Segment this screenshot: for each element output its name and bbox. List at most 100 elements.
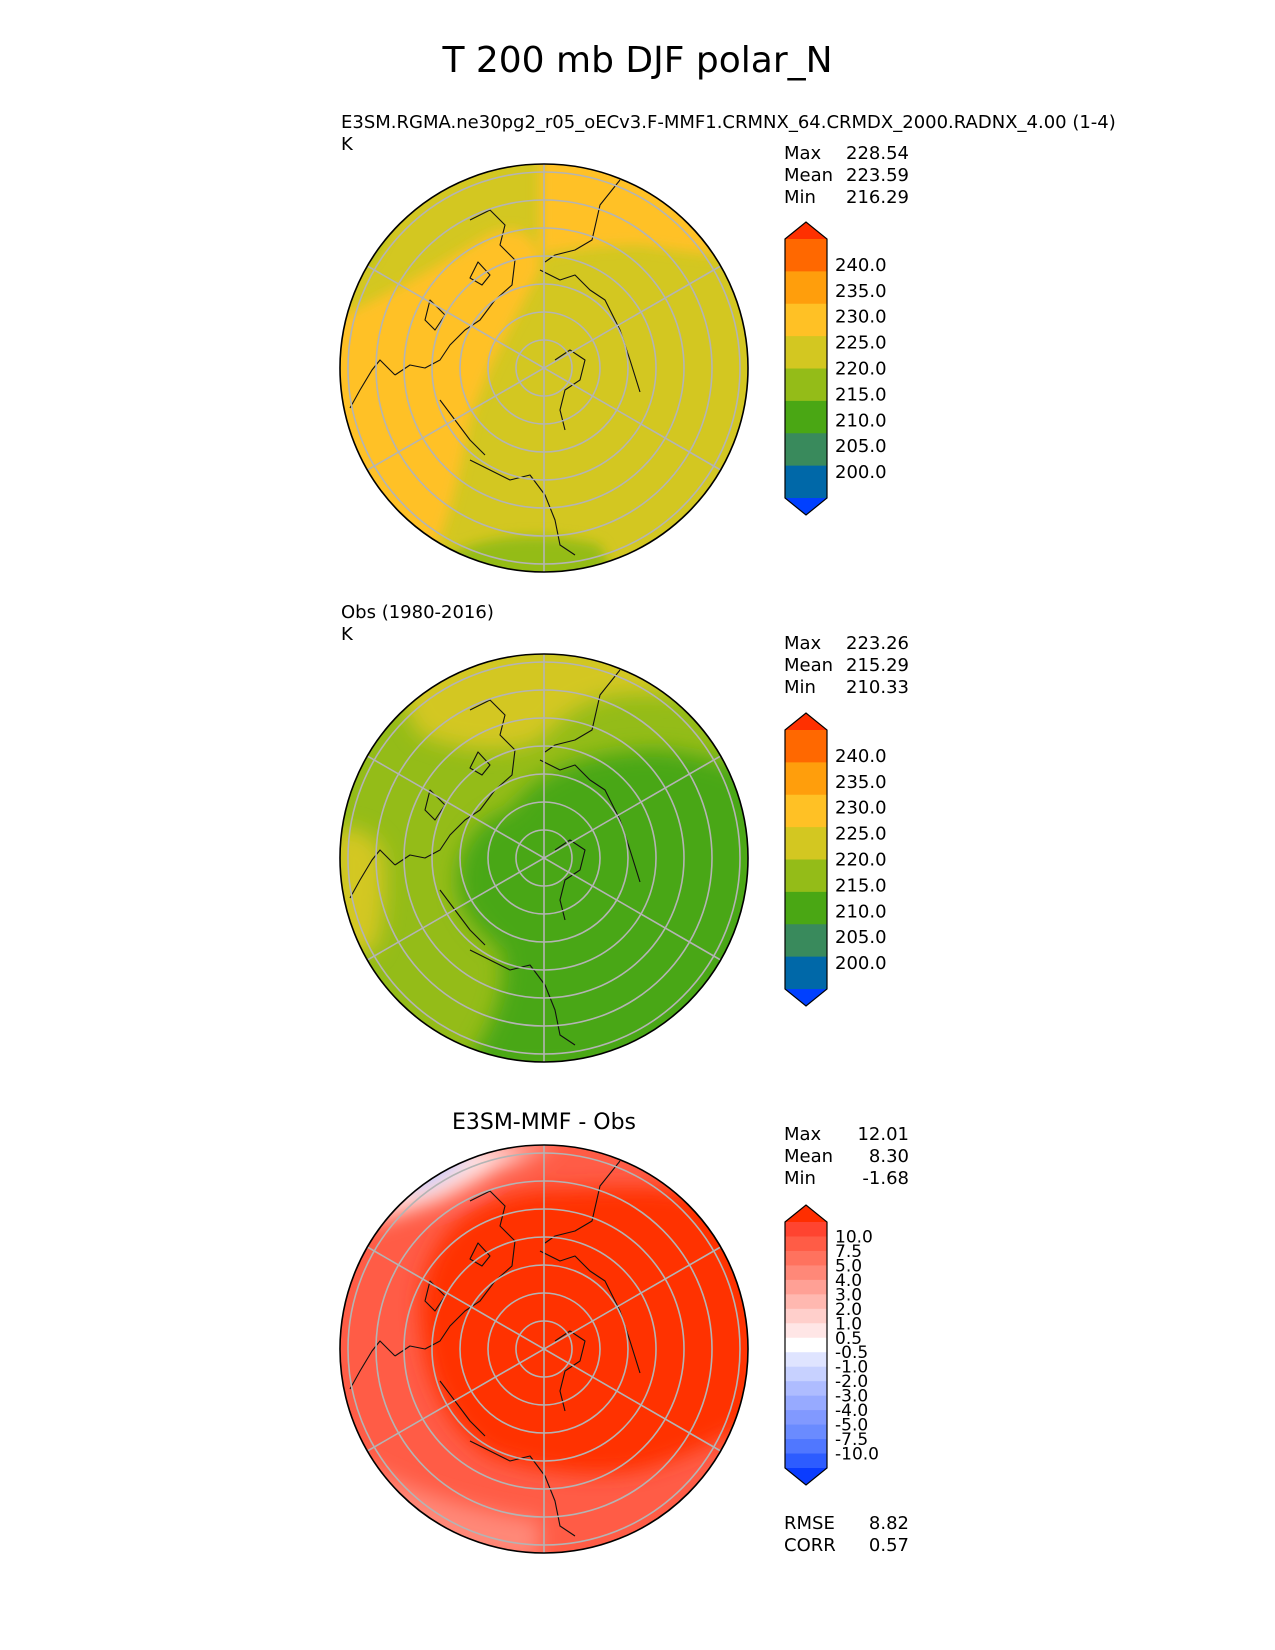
colorbar-segment xyxy=(785,400,827,434)
panel3-stat-mean: Mean 8.30 xyxy=(784,1146,909,1167)
colorbar-segment xyxy=(785,1279,827,1295)
colorbar-tick-label: -0.5 xyxy=(835,1343,868,1363)
map2-gridlines xyxy=(347,654,741,1062)
colorbar-segment xyxy=(785,1265,827,1281)
colorbar-tick-label: 235.0 xyxy=(835,772,887,793)
map3-gridlines xyxy=(347,1145,741,1553)
colorbar-tick-label: 210.0 xyxy=(835,410,887,431)
colorbar-segment xyxy=(785,1222,827,1237)
colorbar-tick-label: 2.0 xyxy=(835,1300,862,1320)
colorbar-segment xyxy=(785,433,827,467)
map1-field-europe-band xyxy=(340,230,540,560)
colorbar-segment xyxy=(785,1366,827,1382)
colorbar-segment xyxy=(785,730,827,763)
colorbar-tick-label: -10.0 xyxy=(835,1445,879,1465)
colorbar-3: 10.07.55.04.03.02.01.00.5-0.5-1.0-2.0-3.… xyxy=(784,1204,879,1486)
map1-field-pacific xyxy=(540,164,748,255)
colorbar-segment xyxy=(785,924,827,958)
map1-boundary xyxy=(339,163,749,573)
colorbar-tick-label: 200.0 xyxy=(835,462,887,483)
panel2-stat-max: Max 223.26 xyxy=(784,633,909,654)
map2-boundary xyxy=(339,653,749,1063)
panel1-stat-min: Min 216.29 xyxy=(784,187,909,208)
colorbar-segment xyxy=(785,1323,827,1339)
colorbar-tick-label: -7.5 xyxy=(835,1430,868,1450)
colorbar-segment xyxy=(785,303,827,337)
colorbar-tick-label: 240.0 xyxy=(835,255,887,276)
colorbar-segment xyxy=(785,1410,827,1426)
colorbar-tick-label: 230.0 xyxy=(835,307,887,328)
panel2-stat-min: Min 210.33 xyxy=(784,677,909,698)
map2-field-vortex-core xyxy=(457,750,748,1062)
colorbar-tick-label: 1.0 xyxy=(835,1314,862,1334)
colorbar-tick-label: 215.0 xyxy=(835,384,887,405)
colorbar-tick-label: 205.0 xyxy=(835,436,887,457)
colorbar-tick-label: 215.0 xyxy=(835,875,887,896)
map2 xyxy=(340,654,748,1062)
colorbar-segment xyxy=(785,1439,827,1455)
panel3-stat-max: Max 12.01 xyxy=(784,1124,909,1145)
map3-coastlines xyxy=(349,1160,641,1537)
map1-gridlines xyxy=(347,164,741,572)
map1-field-siberia-edge xyxy=(440,536,620,572)
map3-field-pacific-neutral xyxy=(360,1150,520,1225)
map1-coastlines xyxy=(349,179,641,556)
panel3-corr: CORR 0.57 xyxy=(784,1535,909,1556)
colorbar-segment xyxy=(785,891,827,925)
colorbar-segment xyxy=(785,1337,827,1353)
colorbar-tick-label: 240.0 xyxy=(835,746,887,767)
colorbar-tick-label: 4.0 xyxy=(835,1271,862,1291)
colorbar-segment xyxy=(785,859,827,893)
colorbar-segment xyxy=(785,336,827,369)
colorbar-segment xyxy=(785,1250,827,1266)
panel3-title: E3SM-MMF - Obs xyxy=(451,1110,637,1135)
colorbar-tick-label: 210.0 xyxy=(835,901,887,922)
map2-field-europe-edge xyxy=(340,828,386,960)
colorbar-segment xyxy=(785,762,827,796)
colorbar-segment xyxy=(785,465,827,499)
figure-title: T 200 mb DJF polar_N xyxy=(442,40,833,81)
colorbar-segment xyxy=(785,1453,827,1469)
map3-field-background xyxy=(340,1145,748,1553)
map2-field-background xyxy=(340,654,748,1062)
colorbar-tick-label: -5.0 xyxy=(835,1416,868,1436)
colorbar-segment xyxy=(785,1236,827,1252)
panel1-stat-max: Max 228.54 xyxy=(784,143,909,164)
colorbar-segment xyxy=(785,827,827,860)
colorbar-outline xyxy=(784,221,828,516)
colorbar-segment xyxy=(785,1381,827,1397)
colorbar-segment xyxy=(785,368,827,402)
colorbar-segment xyxy=(785,239,827,272)
colorbar-tick-label: 205.0 xyxy=(835,927,887,948)
colorbar-1: 240.0 235.0 230.0 225.0 220.0 215.0 210.0 205.0… xyxy=(784,221,887,516)
panel2-units: K xyxy=(341,624,353,645)
panel1-subtitle: E3SM.RGMA.ne30pg2_r05_oECv3.F-MMF1.CRMNX… xyxy=(341,112,1116,133)
colorbar-tick-label: -4.0 xyxy=(835,1401,868,1421)
colorbar-outline xyxy=(784,712,828,1007)
colorbar-2: 240.0 235.0 230.0 225.0 220.0 215.0 210.0 205.0… xyxy=(784,712,887,1007)
map3-boundary xyxy=(339,1144,749,1554)
colorbar-tick-label: 200.0 xyxy=(835,953,887,974)
panel2-subtitle: Obs (1980-2016) xyxy=(341,602,494,623)
colorbar-tick-label: 3.0 xyxy=(835,1285,862,1305)
colorbar-extend-max xyxy=(785,713,827,730)
colorbar-segment xyxy=(785,1395,827,1411)
colorbar-extend-min xyxy=(785,989,827,1006)
colorbar-tick-label: 230.0 xyxy=(835,798,887,819)
colorbar-tick-label: 10.0 xyxy=(835,1227,873,1247)
map1-field-canada-edge xyxy=(340,164,400,269)
colorbar-segment xyxy=(785,1294,827,1310)
map3-field-core xyxy=(420,1187,748,1474)
colorbar-outline xyxy=(784,1204,828,1486)
map2-field-pacific xyxy=(400,654,748,750)
map2-coastlines xyxy=(349,669,641,1046)
colorbar-tick-label: 5.0 xyxy=(835,1256,862,1276)
map3-field-lower-edge xyxy=(340,1450,540,1553)
colorbar-segment xyxy=(785,794,827,828)
colorbar-segment xyxy=(785,1308,827,1324)
map3-field-pacific-cool xyxy=(395,1145,470,1190)
colorbar-segment xyxy=(785,956,827,990)
colorbar-tick-label: -3.0 xyxy=(835,1387,868,1407)
colorbar-segment xyxy=(785,1352,827,1368)
colorbar-segment xyxy=(785,271,827,305)
